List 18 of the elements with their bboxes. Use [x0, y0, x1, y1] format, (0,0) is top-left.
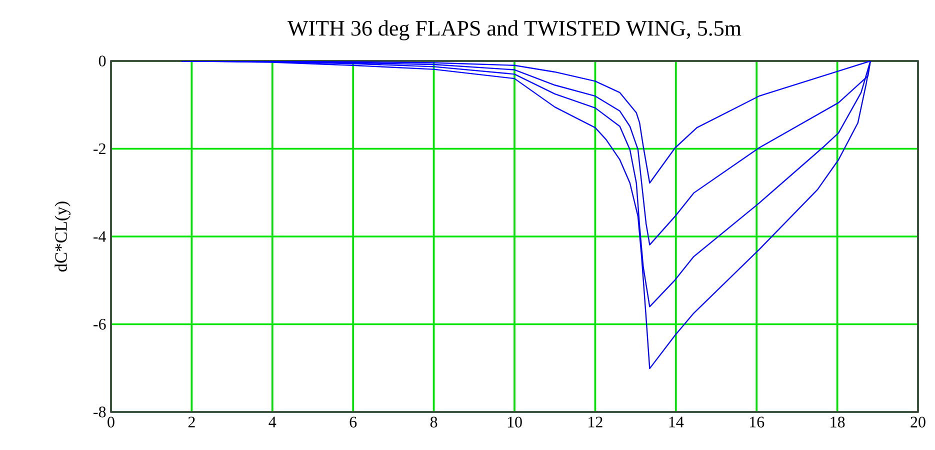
- x-tick-label: 2: [188, 416, 195, 428]
- x-tick-label: 20: [910, 416, 926, 428]
- x-tick-label: 14: [669, 416, 684, 428]
- x-tick-label: 4: [268, 416, 276, 428]
- x-tick-label: 0: [108, 416, 114, 428]
- y-tick-label: 0: [98, 56, 106, 66]
- y-axis-title: dC*CL(y): [54, 202, 70, 272]
- x-tick-label: 18: [830, 416, 845, 428]
- x-tick-label: 16: [750, 416, 764, 428]
- x-tick-label: 12: [588, 416, 602, 428]
- y-tick-label: -4: [94, 231, 106, 242]
- x-tick-label: 6: [350, 416, 357, 428]
- y-tick-label: -8: [94, 406, 106, 418]
- y-tick-label: -6: [94, 318, 106, 330]
- y-tick-label: -2: [94, 143, 106, 154]
- x-tick-label: 8: [430, 416, 438, 428]
- x-tick-label: 10: [508, 416, 522, 428]
- chart-title: WITH 36 deg FLAPS and TWISTED WING, 5.5m: [288, 20, 742, 40]
